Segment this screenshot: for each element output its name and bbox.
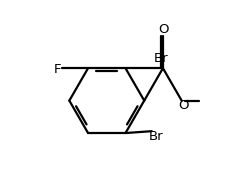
Text: O: O: [157, 23, 168, 36]
Text: Br: Br: [148, 130, 162, 143]
Text: F: F: [54, 63, 61, 76]
Text: O: O: [177, 99, 188, 112]
Text: Br: Br: [153, 52, 168, 65]
